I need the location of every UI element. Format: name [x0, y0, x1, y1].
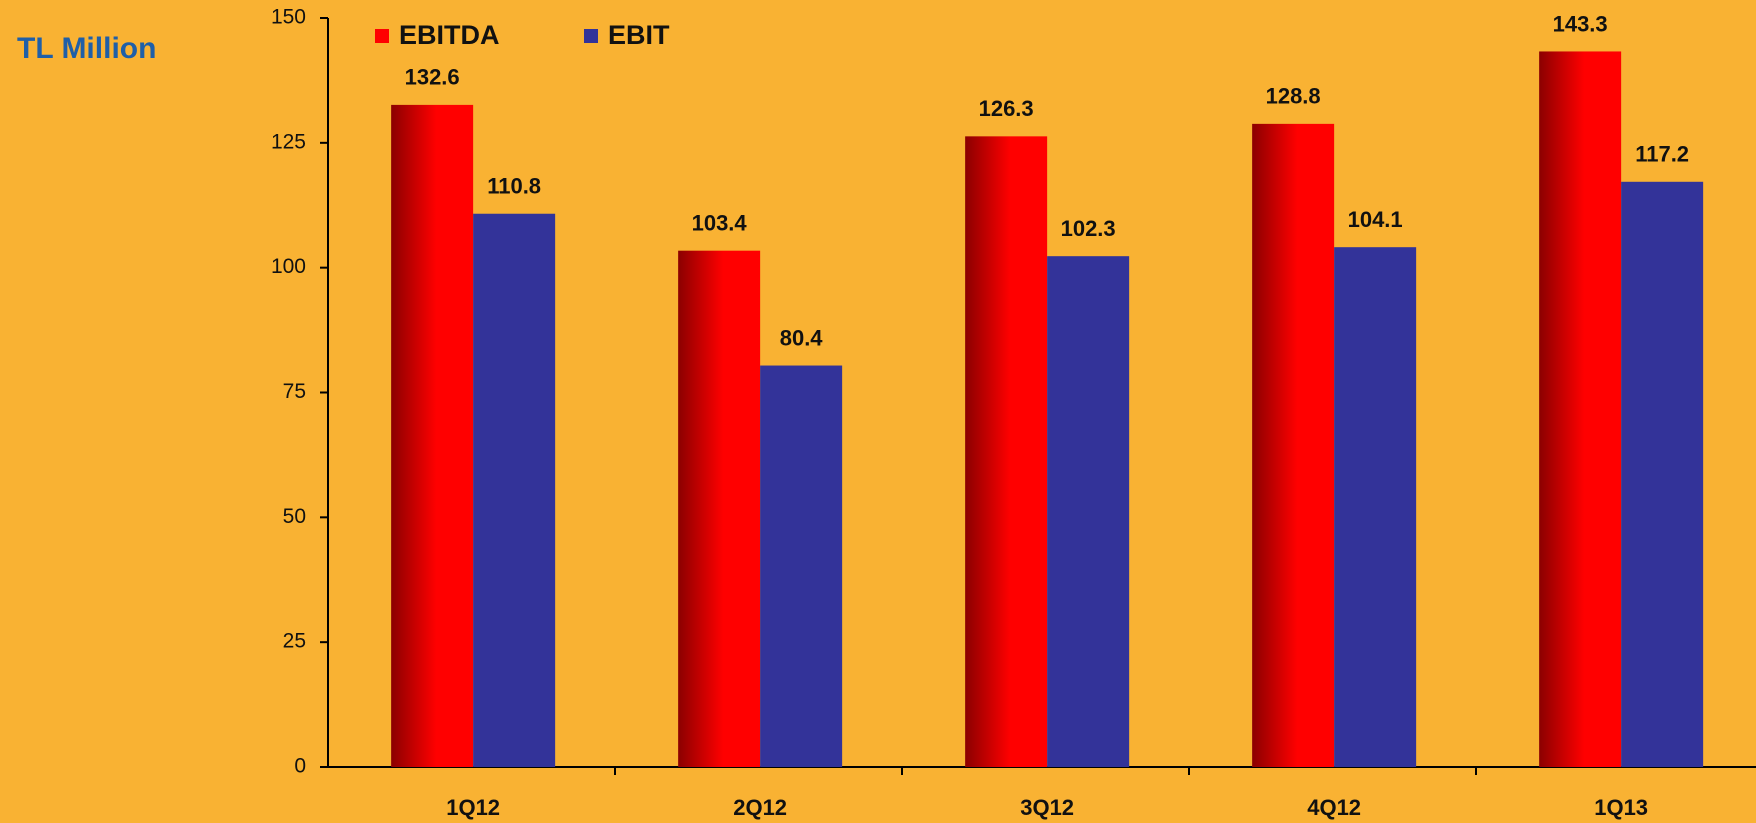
legend-swatch — [375, 29, 389, 43]
legend-label: EBITDA — [399, 20, 500, 50]
chart-title: TL Million — [17, 32, 156, 65]
bar — [678, 250, 761, 767]
x-tick-label: 2Q12 — [733, 795, 787, 820]
bar — [1621, 181, 1704, 768]
bar — [1539, 51, 1622, 768]
bar — [965, 136, 1048, 768]
x-tick-label: 4Q12 — [1307, 795, 1361, 820]
legend-label: EBIT — [608, 20, 670, 50]
bar — [760, 365, 843, 767]
x-tick-label: 1Q12 — [446, 795, 500, 820]
value-label: 132.6 — [405, 65, 460, 90]
y-tick-label: 125 — [271, 130, 306, 153]
value-label: 126.3 — [979, 96, 1034, 121]
bar — [1047, 256, 1130, 767]
bar — [1252, 123, 1335, 768]
y-tick-label: 0 — [294, 755, 306, 778]
bar — [1334, 247, 1417, 768]
y-tick-label: 75 — [283, 380, 306, 403]
value-label: 104.1 — [1348, 207, 1403, 232]
x-tick-label: 1Q13 — [1594, 795, 1648, 820]
legend-swatch — [584, 29, 598, 43]
value-label: 102.3 — [1061, 216, 1116, 241]
value-label: 128.8 — [1266, 84, 1321, 109]
y-tick-label: 25 — [283, 630, 306, 653]
bar — [473, 213, 556, 768]
value-label: 143.3 — [1553, 11, 1608, 36]
y-tick-label: 50 — [283, 505, 306, 528]
y-tick-label: 150 — [271, 6, 306, 29]
value-label: 103.4 — [692, 211, 748, 236]
value-label: 110.8 — [487, 174, 541, 199]
y-tick-label: 100 — [271, 255, 306, 278]
value-label: 117.2 — [1635, 142, 1689, 167]
x-tick-label: 3Q12 — [1020, 795, 1074, 820]
value-label: 80.4 — [780, 325, 824, 350]
bar — [391, 104, 474, 767]
